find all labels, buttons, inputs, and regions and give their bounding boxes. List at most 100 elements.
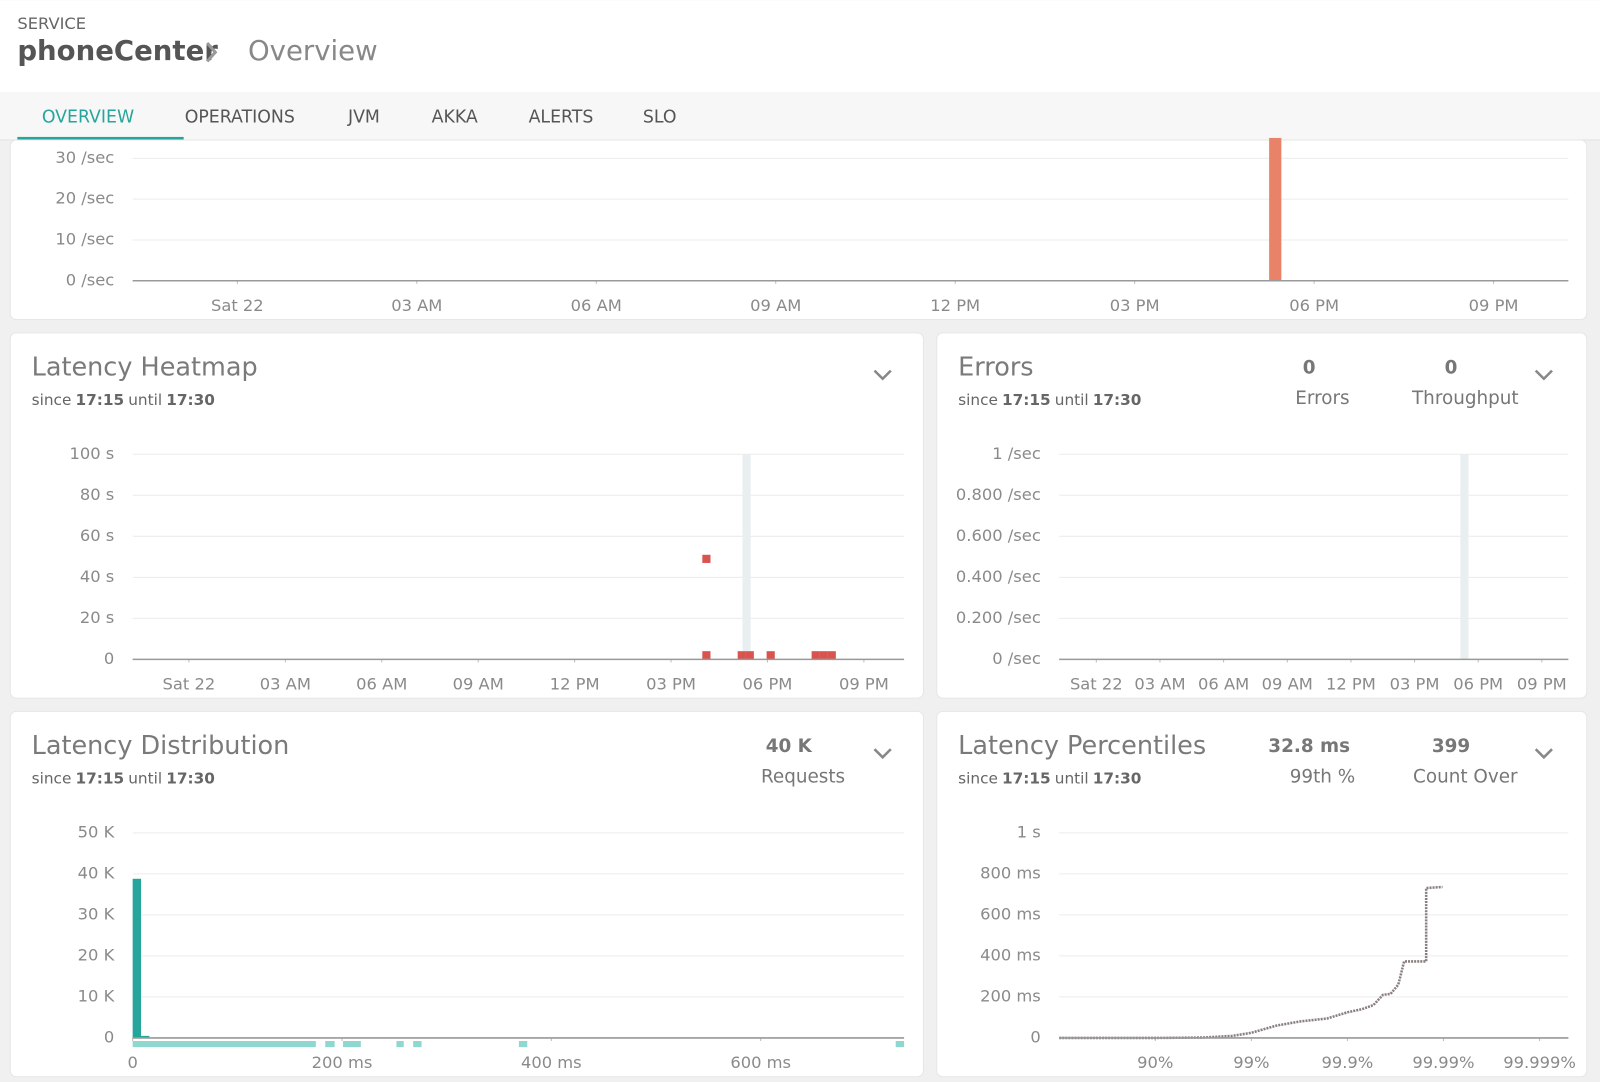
- time-range-part: 17:15: [75, 769, 124, 787]
- y-tick-label: 10 K: [78, 986, 116, 1005]
- stat-label: Count Over: [1413, 767, 1518, 788]
- time-range: since 17:15 until 17:30: [32, 391, 215, 409]
- rug-segment: [413, 1041, 422, 1048]
- y-tick-label: 0: [104, 649, 114, 668]
- tab[interactable]: AKKA: [432, 108, 478, 128]
- page-name: Overview: [248, 35, 378, 67]
- y-tick-label: 20 s: [80, 608, 114, 627]
- tab[interactable]: OPERATIONS: [185, 108, 295, 128]
- panel-title: Latency Distribution: [32, 731, 290, 761]
- y-tick-label: 10 /sec: [55, 229, 114, 248]
- time-range-part: since: [32, 769, 72, 787]
- panel-card: [9, 332, 924, 699]
- rug-segment: [895, 1041, 905, 1048]
- active-tab-underline: [17, 136, 184, 140]
- tab[interactable]: SLO: [643, 108, 677, 128]
- stat-label: 99th %: [1290, 767, 1355, 788]
- percentile-line: [1059, 885, 1443, 1040]
- time-range-part: until: [1055, 769, 1089, 787]
- x-tick-label: 90%: [1137, 1053, 1173, 1072]
- heatmap-cell: [745, 651, 754, 660]
- heatmap-cell: [702, 651, 711, 660]
- y-tick-label: 80 s: [80, 485, 114, 504]
- time-range: since 17:15 until 17:30: [32, 769, 215, 787]
- y-tick-label: 600 ms: [980, 904, 1041, 923]
- time-range-part: 17:30: [1093, 391, 1142, 409]
- tab-bar: [0, 92, 1600, 140]
- stat-value: 0: [1445, 358, 1458, 379]
- tab[interactable]: ALERTS: [529, 108, 594, 128]
- stat-value: 399: [1432, 736, 1470, 757]
- x-tick-label: 09 AM: [1262, 674, 1313, 693]
- panel-title: Latency Heatmap: [32, 353, 258, 383]
- y-tick-label: 40 K: [78, 863, 116, 882]
- x-tick-label: 06 PM: [1289, 296, 1339, 315]
- header-bar: [0, 0, 1600, 93]
- panel: 0 /sec 10 /sec 20 /sec 30 /sec Sat 22 03 AM 06…: [9, 137, 1588, 321]
- rug-segment: [132, 1041, 316, 1048]
- panel-card: [9, 139, 1588, 321]
- time-range: since 17:15 until 17:30: [958, 769, 1141, 787]
- time-range-part: until: [128, 391, 162, 409]
- heatmap-cell: [766, 651, 775, 660]
- heatmap-cell: [811, 651, 820, 660]
- y-tick-label: 0 /sec: [992, 649, 1041, 668]
- y-tick-label: 400 ms: [980, 945, 1041, 964]
- y-tick-label: 40 s: [80, 567, 114, 586]
- time-range-part: 17:30: [166, 769, 215, 787]
- tab[interactable]: OVERVIEW: [42, 108, 134, 128]
- x-tick-label: 0: [127, 1053, 137, 1072]
- x-tick-label: Sat 22: [211, 296, 264, 315]
- expand-chevron[interactable]: [873, 748, 892, 760]
- x-tick-label: 03 PM: [1390, 674, 1440, 693]
- breadcrumb-chevron: [205, 42, 218, 63]
- stat-value: 40 K: [766, 736, 813, 757]
- histogram-bar: [132, 878, 142, 1038]
- header-label: SERVICE: [17, 14, 86, 33]
- time-range-part: since: [32, 391, 72, 409]
- y-tick-label: 0: [104, 1027, 114, 1046]
- x-tick-label: 06 AM: [1198, 674, 1249, 693]
- service-name[interactable]: phoneCenter: [17, 35, 218, 67]
- y-tick-label: 20 K: [78, 945, 116, 964]
- stat-label: Requests: [761, 767, 845, 788]
- x-tick-label: 99.9%: [1321, 1053, 1373, 1072]
- x-tick-label: 03 PM: [646, 674, 696, 693]
- stat-label: Throughput: [1411, 388, 1519, 409]
- x-tick-label: 06 PM: [743, 674, 793, 693]
- panel-card: [936, 332, 1588, 699]
- time-range-part: 17:15: [1002, 769, 1051, 787]
- x-tick-label: 03 AM: [1134, 674, 1185, 693]
- x-tick-label: 09 PM: [1517, 674, 1567, 693]
- x-tick-label: 600 ms: [730, 1053, 791, 1072]
- y-tick-label: 0.800 /sec: [956, 485, 1041, 504]
- heatmap-cell: [737, 651, 746, 660]
- time-marker: [742, 454, 751, 660]
- x-tick-label: 06 PM: [1453, 674, 1503, 693]
- time-marker: [1460, 454, 1469, 660]
- y-tick-label: 0: [1030, 1027, 1040, 1046]
- y-tick-label: 0 /sec: [66, 270, 115, 289]
- x-tick-label: 09 PM: [1469, 296, 1519, 315]
- y-tick-label: 1 /sec: [992, 444, 1041, 463]
- expand-chevron[interactable]: [1534, 369, 1553, 381]
- x-tick-label: 06 AM: [356, 674, 407, 693]
- stat-label: Errors: [1295, 388, 1349, 409]
- x-tick-label: 06 AM: [571, 296, 622, 315]
- x-tick-label: 99.99%: [1412, 1053, 1474, 1072]
- time-range-part: 17:15: [1002, 391, 1051, 409]
- stat-value: 0: [1303, 358, 1316, 379]
- time-range-part: since: [958, 769, 998, 787]
- expand-chevron[interactable]: [1534, 748, 1553, 760]
- tab[interactable]: JVM: [347, 108, 380, 128]
- x-tick-label: 09 AM: [750, 296, 801, 315]
- x-tick-label: Sat 22: [1070, 674, 1123, 693]
- rug-segment: [325, 1041, 335, 1048]
- x-tick-label: 09 AM: [453, 674, 504, 693]
- panel-title: Errors: [958, 353, 1033, 383]
- panel-card: [9, 710, 924, 1078]
- stat-value: 32.8 ms: [1268, 736, 1350, 757]
- expand-chevron[interactable]: [873, 369, 892, 381]
- x-tick-label: Sat 22: [163, 674, 216, 693]
